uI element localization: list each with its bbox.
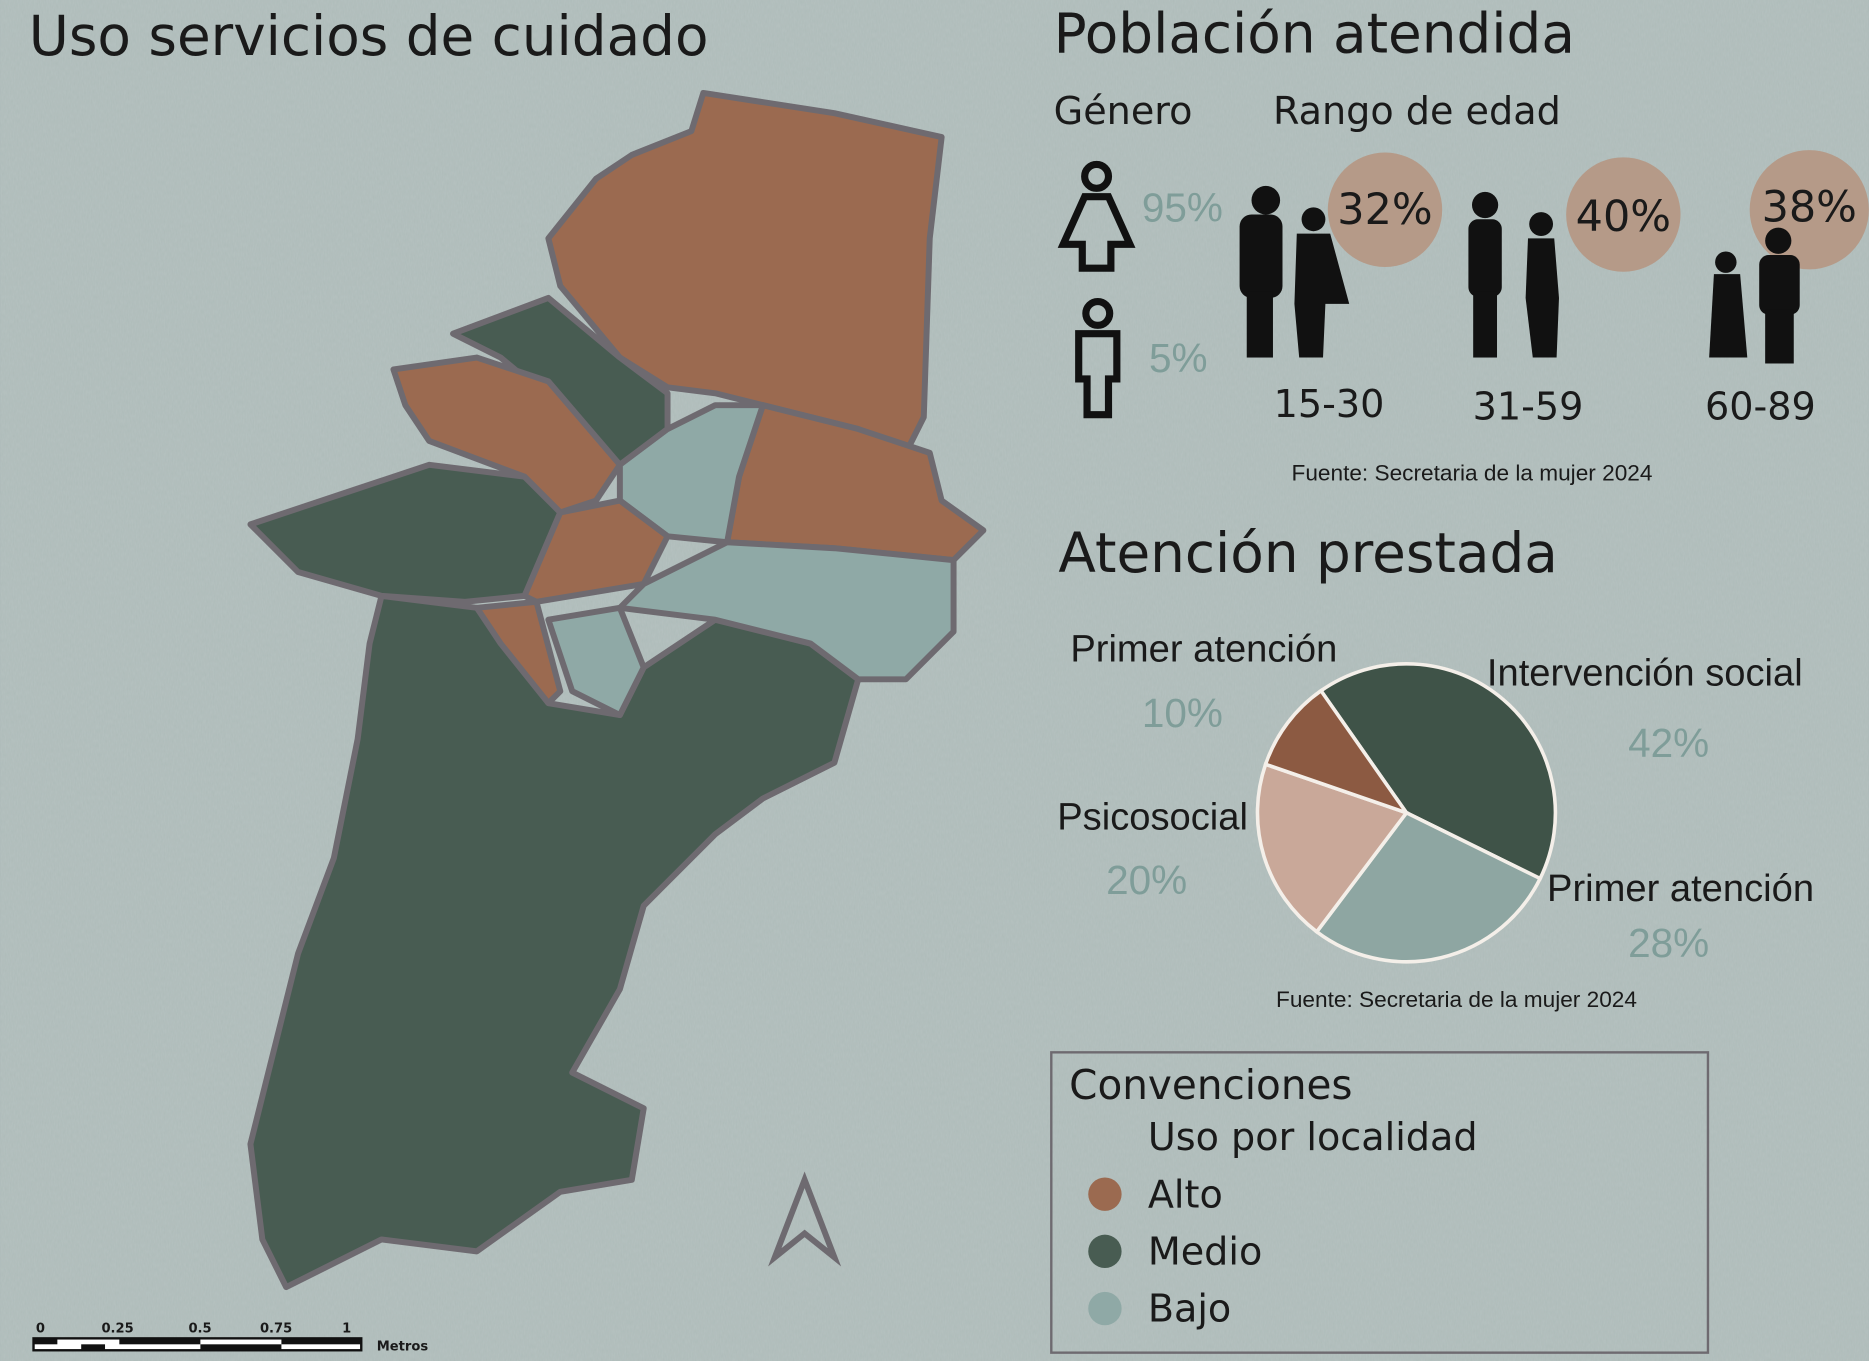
scale-label: 0.75 xyxy=(260,1321,292,1336)
legend: Alto Medio Bajo xyxy=(1088,1172,1262,1331)
district xyxy=(616,539,957,683)
district xyxy=(545,89,945,456)
age-share: 38% xyxy=(1762,183,1857,233)
legend-label: Medio xyxy=(1148,1229,1262,1273)
age-range: 31-59 xyxy=(1473,385,1584,429)
gender-value: 5% xyxy=(1149,335,1208,381)
scale-label: 0.5 xyxy=(188,1321,211,1336)
slice-label: Psicosocial xyxy=(1057,795,1248,838)
age-share: 40% xyxy=(1576,192,1671,242)
slice-label: Intervención social xyxy=(1487,651,1803,694)
scale-label: 0.25 xyxy=(101,1321,133,1336)
map-title: Uso servicios de cuidado xyxy=(29,4,709,68)
pie-slice xyxy=(1263,688,1412,817)
scale-label: Metros xyxy=(377,1339,429,1354)
pie: Intervención social 42% Primer atención 28%… xyxy=(1057,627,1814,966)
population-title: Población atendida xyxy=(1054,1,1575,65)
slice-value: 10% xyxy=(1142,690,1223,736)
pie-slice xyxy=(1318,662,1558,881)
age-range: 60-89 xyxy=(1705,385,1816,429)
district xyxy=(545,604,647,719)
legend-swatch xyxy=(1088,1291,1122,1326)
gender-label: Género xyxy=(1054,89,1193,133)
source: Fuente: Secretaria de la mujer 2024 xyxy=(1292,460,1653,485)
slice-label: Primer atención xyxy=(1070,627,1337,670)
slice-value: 28% xyxy=(1628,920,1709,966)
north-arrow xyxy=(768,1171,842,1267)
male-icon xyxy=(1075,297,1121,419)
female-icon xyxy=(1057,160,1136,272)
slice-value: 20% xyxy=(1106,857,1187,903)
age-label: Rango de edad xyxy=(1273,89,1561,133)
legend-title: Convenciones xyxy=(1069,1061,1352,1109)
source: Fuente: Secretaria de la mujer 2024 xyxy=(1276,987,1637,1012)
pie-slice xyxy=(1314,810,1543,964)
district xyxy=(247,592,862,1291)
chart-title: Atención prestada xyxy=(1058,521,1557,585)
scale-label: 1 xyxy=(342,1321,351,1336)
pie-slice xyxy=(1255,762,1410,935)
gender-value: 95% xyxy=(1142,185,1223,231)
slice-value: 42% xyxy=(1628,720,1709,766)
map xyxy=(247,89,987,1291)
legend-label: Alto xyxy=(1148,1172,1223,1216)
district xyxy=(473,598,564,707)
slice-label: Primer atención xyxy=(1547,867,1814,910)
legend-label: Bajo xyxy=(1148,1287,1231,1331)
scale-label: 0 xyxy=(36,1321,45,1336)
legend-box xyxy=(1050,1051,1710,1354)
scale-bar xyxy=(32,1337,363,1352)
legend-swatch xyxy=(1088,1177,1122,1211)
age-icons xyxy=(1239,150,1869,364)
legend-subtitle: Uso por localidad xyxy=(1148,1115,1478,1159)
age-range: 15-30 xyxy=(1274,382,1385,426)
age-share: 32% xyxy=(1337,185,1432,235)
legend-swatch xyxy=(1088,1234,1122,1269)
